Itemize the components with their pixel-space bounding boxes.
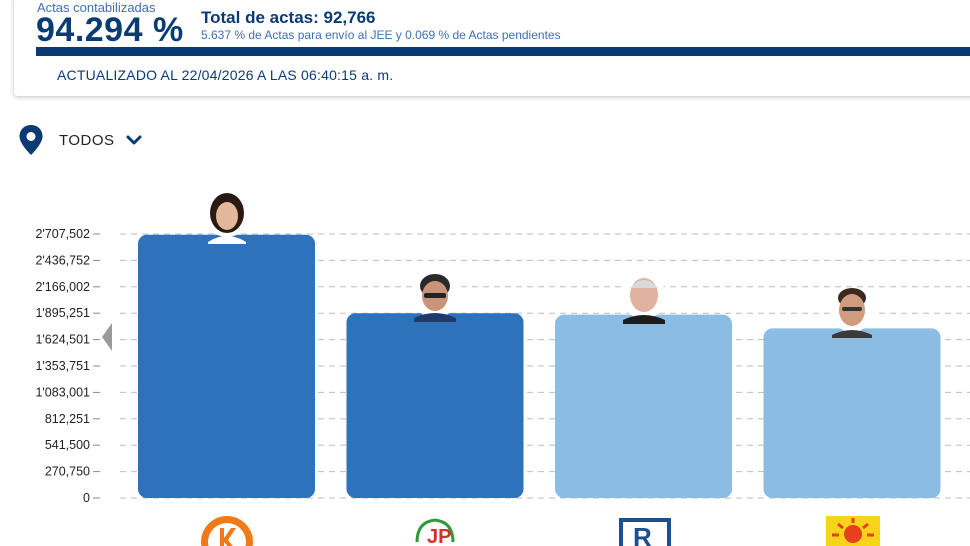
y-tick-label: 2'707,502 bbox=[35, 227, 90, 241]
svg-text:R: R bbox=[633, 522, 652, 546]
y-tick-label: 541,500 bbox=[45, 438, 90, 452]
location-pin-icon bbox=[19, 125, 43, 155]
party-logo-sun-icon bbox=[826, 516, 880, 546]
candidate-photo-3 bbox=[622, 275, 666, 324]
filter-label[interactable]: TODOS bbox=[59, 131, 115, 149]
actas-progress-bar bbox=[36, 47, 970, 56]
candidate-photo-4 bbox=[830, 288, 874, 338]
collapse-arrow-icon[interactable] bbox=[100, 322, 114, 352]
y-tick-label: 0 bbox=[83, 491, 90, 505]
y-tick-label: 270,750 bbox=[45, 465, 90, 479]
candidate-photo-1 bbox=[205, 193, 249, 244]
y-tick-label: 1'895,251 bbox=[35, 306, 90, 320]
bar-candidate-2[interactable] bbox=[346, 313, 524, 498]
bar-candidate-3[interactable] bbox=[555, 314, 732, 498]
y-tick-label: 2'436,752 bbox=[35, 253, 90, 267]
actas-label: Actas contabilizadas bbox=[37, 0, 156, 15]
y-tick-label: 812,251 bbox=[45, 412, 90, 426]
updated-timestamp: ACTUALIZADO AL 22/04/2026 A LAS 06:40:15… bbox=[57, 67, 394, 83]
bar-candidate-4[interactable] bbox=[763, 328, 941, 498]
total-actas: Total de actas: 92,766 bbox=[201, 8, 376, 27]
region-filter[interactable]: TODOS bbox=[18, 124, 142, 156]
svg-text:JP: JP bbox=[427, 526, 451, 546]
actas-percentage: 94.294 % bbox=[36, 11, 184, 49]
votes-bar-chart: 0 270,750 541,500 812,251 1'083,001 1'353,751… bbox=[35, 193, 970, 505]
actas-subtext: 5.637 % de Actas para envío al JEE y 0.0… bbox=[201, 28, 561, 42]
y-tick-label: 1'624,501 bbox=[35, 333, 90, 347]
y-tick-label: 1'353,751 bbox=[35, 359, 90, 373]
party-logo-renovacion-icon: R bbox=[619, 518, 671, 546]
y-tick-label: 2'166,002 bbox=[35, 280, 90, 294]
chevron-down-icon[interactable] bbox=[126, 134, 142, 146]
y-tick-label: 1'083,001 bbox=[35, 385, 90, 399]
candidate-photo-2 bbox=[412, 272, 458, 322]
bar-candidate-1[interactable] bbox=[138, 234, 315, 498]
party-logo-fuerza-popular-icon bbox=[201, 516, 253, 546]
party-logo-juntos-icon: JP bbox=[415, 518, 455, 546]
party-logos: JP R bbox=[0, 510, 970, 546]
